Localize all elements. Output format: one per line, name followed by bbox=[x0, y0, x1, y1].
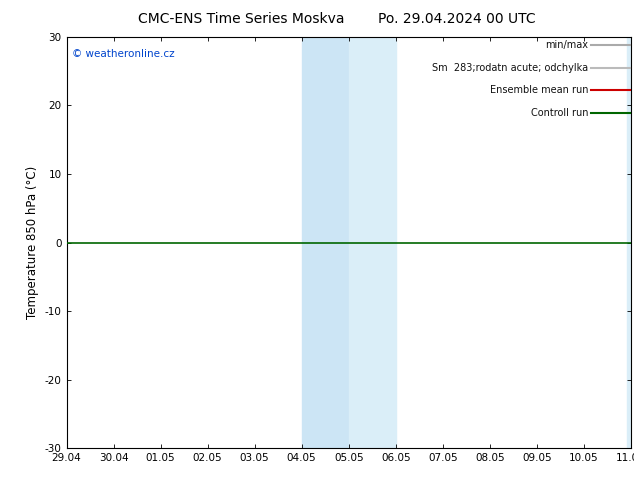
Text: Ensemble mean run: Ensemble mean run bbox=[490, 85, 588, 95]
Text: Po. 29.04.2024 00 UTC: Po. 29.04.2024 00 UTC bbox=[378, 12, 535, 26]
Bar bbox=[627, 37, 631, 448]
Text: © weatheronline.cz: © weatheronline.cz bbox=[72, 49, 175, 59]
Text: CMC-ENS Time Series Moskva: CMC-ENS Time Series Moskva bbox=[138, 12, 344, 26]
Bar bbox=[302, 37, 349, 448]
Y-axis label: Temperature 850 hPa (°C): Temperature 850 hPa (°C) bbox=[26, 166, 39, 319]
Bar bbox=[349, 37, 396, 448]
Text: Controll run: Controll run bbox=[531, 108, 588, 118]
Text: min/max: min/max bbox=[545, 40, 588, 50]
Text: Sm  283;rodatn acute; odchylka: Sm 283;rodatn acute; odchylka bbox=[432, 63, 588, 73]
